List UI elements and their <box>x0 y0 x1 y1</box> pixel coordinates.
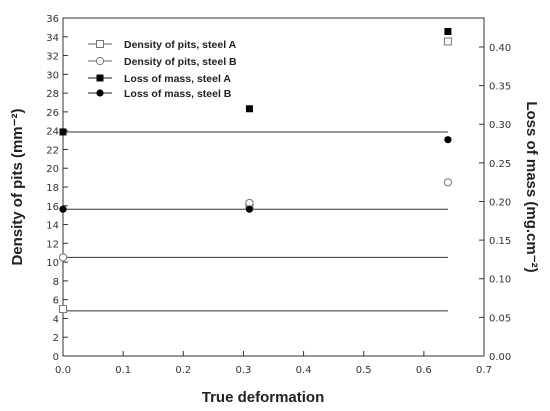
x-tick-label: 0.6 <box>416 365 432 376</box>
legend-label: Loss of mass, steel A <box>124 73 231 85</box>
right-y-tick-label: 0.10 <box>489 275 511 286</box>
legend-label: Density of pits, steel B <box>124 56 237 68</box>
series-lines <box>63 131 448 312</box>
left-y-tick-label: 26 <box>46 108 59 119</box>
x-tick-label: 0.4 <box>296 365 312 376</box>
left-y-tick-label: 32 <box>46 52 59 63</box>
legend: Density of pits, steel A Density of pits… <box>88 39 237 100</box>
legend-entry: Density of pits, steel B <box>88 56 237 68</box>
left-y-tick-label: 34 <box>46 33 59 44</box>
data-point-filled-square <box>245 105 253 113</box>
data-point-filled-circle <box>444 136 452 144</box>
x-tick-label: 0.1 <box>115 365 131 376</box>
data-point-open-circle <box>443 178 453 187</box>
data-point-open-circle <box>245 198 254 208</box>
legend-label: Loss of mass, steel B <box>124 88 232 100</box>
right-y-tick-label: 0.40 <box>489 43 511 54</box>
right-y-tick-label: 0.15 <box>489 236 511 247</box>
legend-label: Density of pits, steel A <box>124 39 237 51</box>
x-tick-label: 0.5 <box>356 365 372 376</box>
legend-filled-square-marker <box>96 74 104 82</box>
left-y-tick-label: 6 <box>53 296 59 307</box>
legend-entry: Density of pits, steel A <box>88 39 237 51</box>
left-y-tick-label: 10 <box>46 258 59 269</box>
legend-entry: Loss of mass, steel B <box>88 88 232 100</box>
series-markers <box>58 28 453 314</box>
left-y-tick-label: 20 <box>46 164 59 175</box>
right-y-axis-title: Loss of mass (mg.cm⁻²) <box>523 101 540 272</box>
right-y-tick-label: 0.20 <box>489 197 511 208</box>
right-y-tick-label: 0.25 <box>489 159 511 170</box>
left-y-tick-label: 22 <box>46 145 59 156</box>
data-point-filled-square <box>444 28 452 36</box>
x-tick-label: 0.3 <box>235 365 251 376</box>
left-y-tick-label: 18 <box>46 183 59 194</box>
legend-entry: Loss of mass, steel A <box>88 73 231 85</box>
left-y-tick-label: 30 <box>46 70 59 81</box>
right-y-tick-label: 0.05 <box>489 313 511 324</box>
left-y-tick-label: 16 <box>46 202 59 213</box>
left-y-tick-label: 0 <box>53 352 59 363</box>
data-point-filled-circle <box>245 205 254 213</box>
plot-frame <box>62 17 485 357</box>
data-point-open-circle <box>58 253 68 262</box>
x-axis: 0.0 0.1 0.2 0.3 0.4 0.5 0.6 0.7 <box>55 351 492 376</box>
x-tick-label: 0.7 <box>476 365 492 376</box>
left-y-axis-title: Density of pits (mm⁻²) <box>9 108 26 265</box>
left-y-tick-label: 12 <box>46 239 59 250</box>
data-point-filled-circle <box>59 205 67 213</box>
left-y-tick-label: 2 <box>53 333 59 344</box>
right-y-tick-label: 0.35 <box>489 82 511 93</box>
x-tick-label: 0.2 <box>175 365 191 376</box>
data-point-open-square <box>59 305 67 314</box>
left-y-tick-label: 14 <box>46 221 59 232</box>
left-y-tick-label: 8 <box>53 277 59 288</box>
right-y-tick-label: 0.00 <box>489 352 511 363</box>
left-y-tick-label: 4 <box>53 314 59 325</box>
data-point-filled-square <box>59 128 67 136</box>
x-axis-title: True deformation <box>202 389 325 406</box>
right-y-tick-label: 0.30 <box>489 120 511 131</box>
left-y-tick-label: 24 <box>46 127 59 138</box>
x-tick-label: 0.0 <box>55 365 71 376</box>
legend-filled-circle-marker <box>96 89 104 97</box>
legend-open-square-marker <box>96 40 104 48</box>
data-point-open-square <box>443 37 452 46</box>
left-y-tick-label: 36 <box>46 14 59 25</box>
legend-open-circle-marker <box>95 56 105 66</box>
left-y-tick-label: 28 <box>46 89 59 100</box>
right-y-axis: 0.00 0.05 0.10 0.15 0.20 0.25 0.30 0.35 0.40 <box>479 43 511 363</box>
